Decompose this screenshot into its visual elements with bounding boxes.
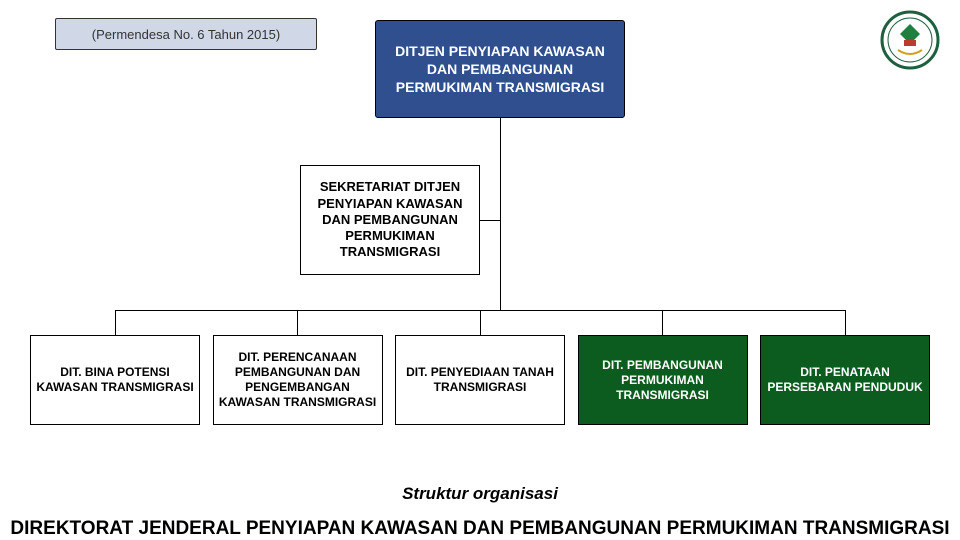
ministry-logo bbox=[880, 10, 940, 70]
connector bbox=[297, 310, 298, 335]
directorate-box-4: DIT. PENATAAN PERSEBARAN PENDUDUK bbox=[760, 335, 930, 425]
org-secretariat: SEKRETARIAT DITJEN PENYIAPAN KAWASAN DAN… bbox=[300, 165, 480, 275]
regulation-reference: (Permendesa No. 6 Tahun 2015) bbox=[55, 18, 317, 50]
connector bbox=[480, 220, 500, 221]
caption-title: DIREKTORAT JENDERAL PENYIAPAN KAWASAN DA… bbox=[0, 519, 960, 540]
connector bbox=[845, 310, 846, 335]
directorate-box-3: DIT. PEMBANGUNAN PERMUKIMAN TRANSMIGRASI bbox=[578, 335, 748, 425]
org-top-ditjen: DITJEN PENYIAPAN KAWASAN DAN PEMBANGUNAN… bbox=[375, 20, 625, 118]
directorate-box-0: DIT. BINA POTENSI KAWASAN TRANSMIGRASI bbox=[30, 335, 200, 425]
connector bbox=[500, 118, 501, 310]
connector bbox=[480, 310, 481, 335]
directorate-box-2: DIT. PENYEDIAAN TANAH TRANSMIGRASI bbox=[395, 335, 565, 425]
connector bbox=[662, 310, 663, 335]
directorate-row: DIT. BINA POTENSI KAWASAN TRANSMIGRASI D… bbox=[30, 335, 930, 425]
connector bbox=[115, 310, 116, 335]
caption-subtitle: Struktur organisasi bbox=[0, 484, 960, 504]
directorate-box-1: DIT. PERENCANAAN PEMBANGUNAN DAN PENGEMB… bbox=[213, 335, 383, 425]
